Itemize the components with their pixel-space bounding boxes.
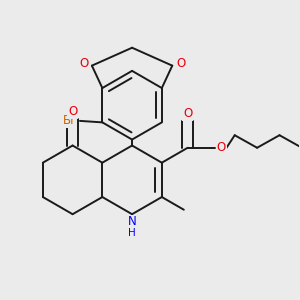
Text: O: O <box>217 141 226 154</box>
Text: H: H <box>128 228 136 238</box>
Text: O: O <box>176 57 185 70</box>
Text: O: O <box>79 57 88 70</box>
Text: N: N <box>128 215 136 229</box>
Text: O: O <box>68 105 77 118</box>
Text: Br: Br <box>63 114 76 128</box>
Text: O: O <box>183 107 192 120</box>
